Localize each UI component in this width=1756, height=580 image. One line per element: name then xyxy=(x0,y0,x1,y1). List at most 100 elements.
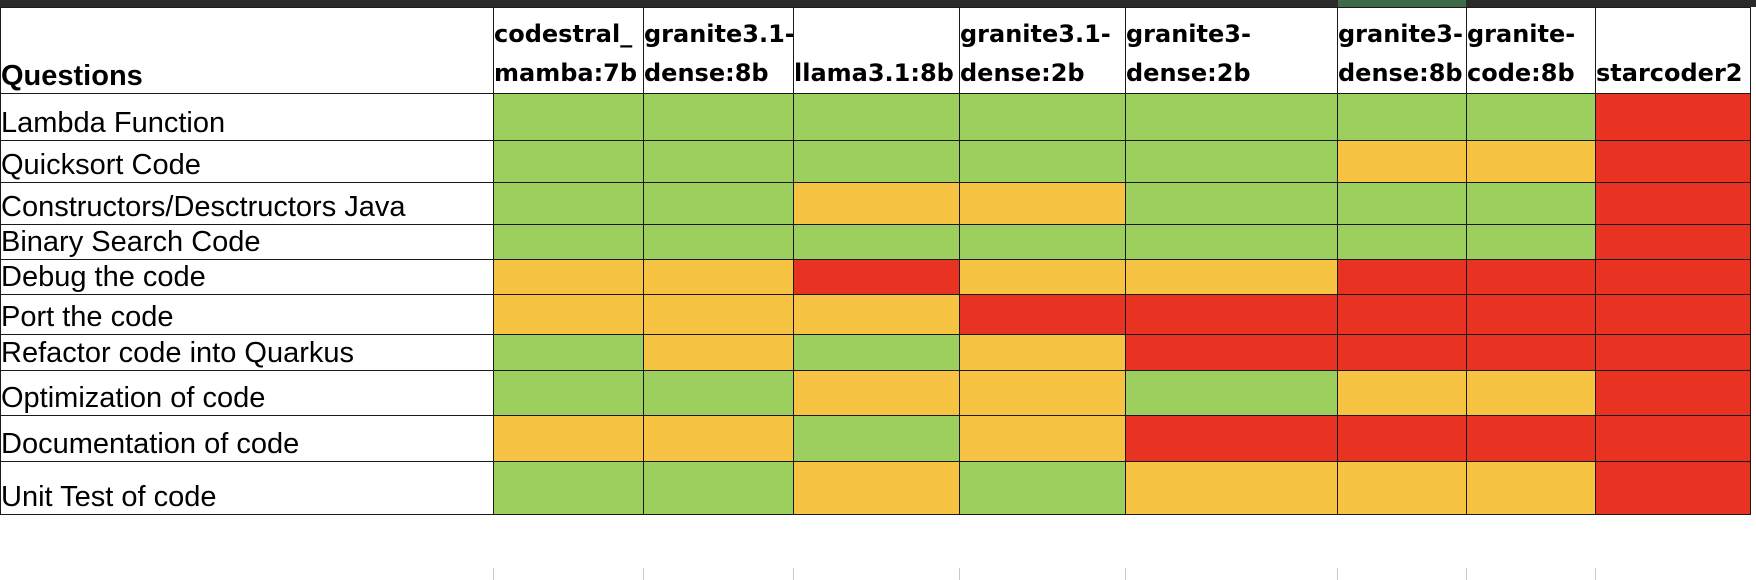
rating-cell-yellow[interactable] xyxy=(1337,140,1467,183)
rating-cell-red[interactable] xyxy=(1125,415,1338,462)
rating-cell-yellow[interactable] xyxy=(643,334,794,371)
rating-cell-red[interactable] xyxy=(1466,415,1596,462)
rating-cell-red[interactable] xyxy=(1595,224,1751,260)
rating-cell-red[interactable] xyxy=(1595,370,1751,416)
rating-cell-green[interactable] xyxy=(793,140,960,183)
rating-cell-green[interactable] xyxy=(793,334,960,371)
rating-cell-red[interactable] xyxy=(1337,415,1467,462)
question-cell[interactable]: Constructors/Desctructors Java xyxy=(0,182,494,225)
rating-cell-green[interactable] xyxy=(959,93,1126,141)
rating-cell-green[interactable] xyxy=(793,93,960,141)
rating-cell-yellow[interactable] xyxy=(493,415,644,462)
rating-cell-green[interactable] xyxy=(1125,140,1338,183)
rating-cell-green[interactable] xyxy=(643,461,794,515)
rating-cell-red[interactable] xyxy=(1466,334,1596,371)
rating-cell-yellow[interactable] xyxy=(493,259,644,295)
rating-cell-yellow[interactable] xyxy=(643,415,794,462)
rating-cell-red[interactable] xyxy=(1125,334,1338,371)
rating-cell-red[interactable] xyxy=(1466,259,1596,295)
rating-cell-yellow[interactable] xyxy=(793,461,960,515)
rating-cell-green[interactable] xyxy=(493,334,644,371)
question-cell[interactable]: Optimization of code xyxy=(0,370,494,416)
question-cell[interactable]: Unit Test of code xyxy=(0,461,494,515)
model-header[interactable]: granite3.1- dense:8b xyxy=(643,7,794,94)
rating-cell-red[interactable] xyxy=(1595,182,1751,225)
rating-cell-yellow[interactable] xyxy=(959,370,1126,416)
rating-cell-green[interactable] xyxy=(493,182,644,225)
rating-cell-green[interactable] xyxy=(643,93,794,141)
rating-cell-red[interactable] xyxy=(1595,140,1751,183)
rating-cell-green[interactable] xyxy=(493,461,644,515)
rating-cell-yellow[interactable] xyxy=(793,182,960,225)
rating-cell-green[interactable] xyxy=(1125,224,1338,260)
model-header[interactable]: granite3.1- dense:2b xyxy=(959,7,1126,94)
model-header[interactable]: granite3- dense:8b xyxy=(1337,7,1467,94)
model-header[interactable]: granite3- dense:2b xyxy=(1125,7,1338,94)
rating-cell-green[interactable] xyxy=(643,370,794,416)
question-cell[interactable]: Lambda Function xyxy=(0,93,494,141)
rating-cell-yellow[interactable] xyxy=(793,294,960,335)
model-header[interactable]: starcoder2 xyxy=(1595,7,1751,94)
rating-cell-red[interactable] xyxy=(1466,294,1596,335)
rating-cell-yellow[interactable] xyxy=(959,415,1126,462)
rating-cell-green[interactable] xyxy=(793,224,960,260)
rating-cell-yellow[interactable] xyxy=(959,259,1126,295)
rating-cell-yellow[interactable] xyxy=(643,294,794,335)
question-cell[interactable]: Debug the code xyxy=(0,259,494,295)
rating-cell-green[interactable] xyxy=(959,140,1126,183)
rating-cell-red[interactable] xyxy=(1337,259,1467,295)
question-cell[interactable]: Documentation of code xyxy=(0,415,494,462)
model-header[interactable]: codestral_ mamba:7b xyxy=(493,7,644,94)
rating-cell-red[interactable] xyxy=(793,259,960,295)
rating-cell-green[interactable] xyxy=(1337,93,1467,141)
grid-line xyxy=(1595,568,1596,580)
questions-header[interactable]: Questions xyxy=(0,7,494,94)
rating-cell-red[interactable] xyxy=(959,294,1126,335)
model-header[interactable]: llama3.1:8b xyxy=(793,7,960,94)
rating-cell-green[interactable] xyxy=(1125,370,1338,416)
rating-cell-green[interactable] xyxy=(493,93,644,141)
rating-cell-yellow[interactable] xyxy=(643,259,794,295)
rating-cell-green[interactable] xyxy=(959,461,1126,515)
rating-cell-green[interactable] xyxy=(1337,224,1467,260)
question-cell[interactable]: Refactor code into Quarkus xyxy=(0,334,494,371)
rating-cell-red[interactable] xyxy=(1595,415,1751,462)
rating-cell-yellow[interactable] xyxy=(1337,461,1467,515)
rating-cell-green[interactable] xyxy=(493,140,644,183)
question-cell[interactable]: Quicksort Code xyxy=(0,140,494,183)
rating-cell-yellow[interactable] xyxy=(1125,259,1338,295)
rating-cell-yellow[interactable] xyxy=(959,334,1126,371)
rating-cell-green[interactable] xyxy=(1125,93,1338,141)
rating-cell-green[interactable] xyxy=(493,224,644,260)
rating-cell-green[interactable] xyxy=(1466,93,1596,141)
question-cell[interactable]: Port the code xyxy=(0,294,494,335)
rating-cell-red[interactable] xyxy=(1337,334,1467,371)
rating-cell-yellow[interactable] xyxy=(1466,370,1596,416)
rating-cell-red[interactable] xyxy=(1595,294,1751,335)
rating-cell-green[interactable] xyxy=(959,224,1126,260)
rating-cell-red[interactable] xyxy=(1595,461,1751,515)
rating-cell-yellow[interactable] xyxy=(1125,461,1338,515)
rating-cell-green[interactable] xyxy=(643,140,794,183)
rating-cell-green[interactable] xyxy=(643,182,794,225)
rating-cell-yellow[interactable] xyxy=(1337,370,1467,416)
rating-cell-yellow[interactable] xyxy=(1466,140,1596,183)
rating-cell-red[interactable] xyxy=(1125,294,1338,335)
rating-cell-green[interactable] xyxy=(1337,182,1467,225)
rating-cell-red[interactable] xyxy=(1595,259,1751,295)
rating-cell-yellow[interactable] xyxy=(793,370,960,416)
rating-cell-green[interactable] xyxy=(1125,182,1338,225)
rating-cell-red[interactable] xyxy=(1337,294,1467,335)
rating-cell-green[interactable] xyxy=(793,415,960,462)
rating-cell-yellow[interactable] xyxy=(959,182,1126,225)
rating-cell-green[interactable] xyxy=(1466,224,1596,260)
rating-cell-red[interactable] xyxy=(1595,93,1751,141)
rating-cell-yellow[interactable] xyxy=(493,294,644,335)
rating-cell-green[interactable] xyxy=(643,224,794,260)
question-cell[interactable]: Binary Search Code xyxy=(0,224,494,260)
rating-cell-yellow[interactable] xyxy=(1466,461,1596,515)
rating-cell-green[interactable] xyxy=(1466,182,1596,225)
rating-cell-green[interactable] xyxy=(493,370,644,416)
rating-cell-red[interactable] xyxy=(1595,334,1751,371)
model-header[interactable]: granite-code:8b xyxy=(1466,7,1596,94)
